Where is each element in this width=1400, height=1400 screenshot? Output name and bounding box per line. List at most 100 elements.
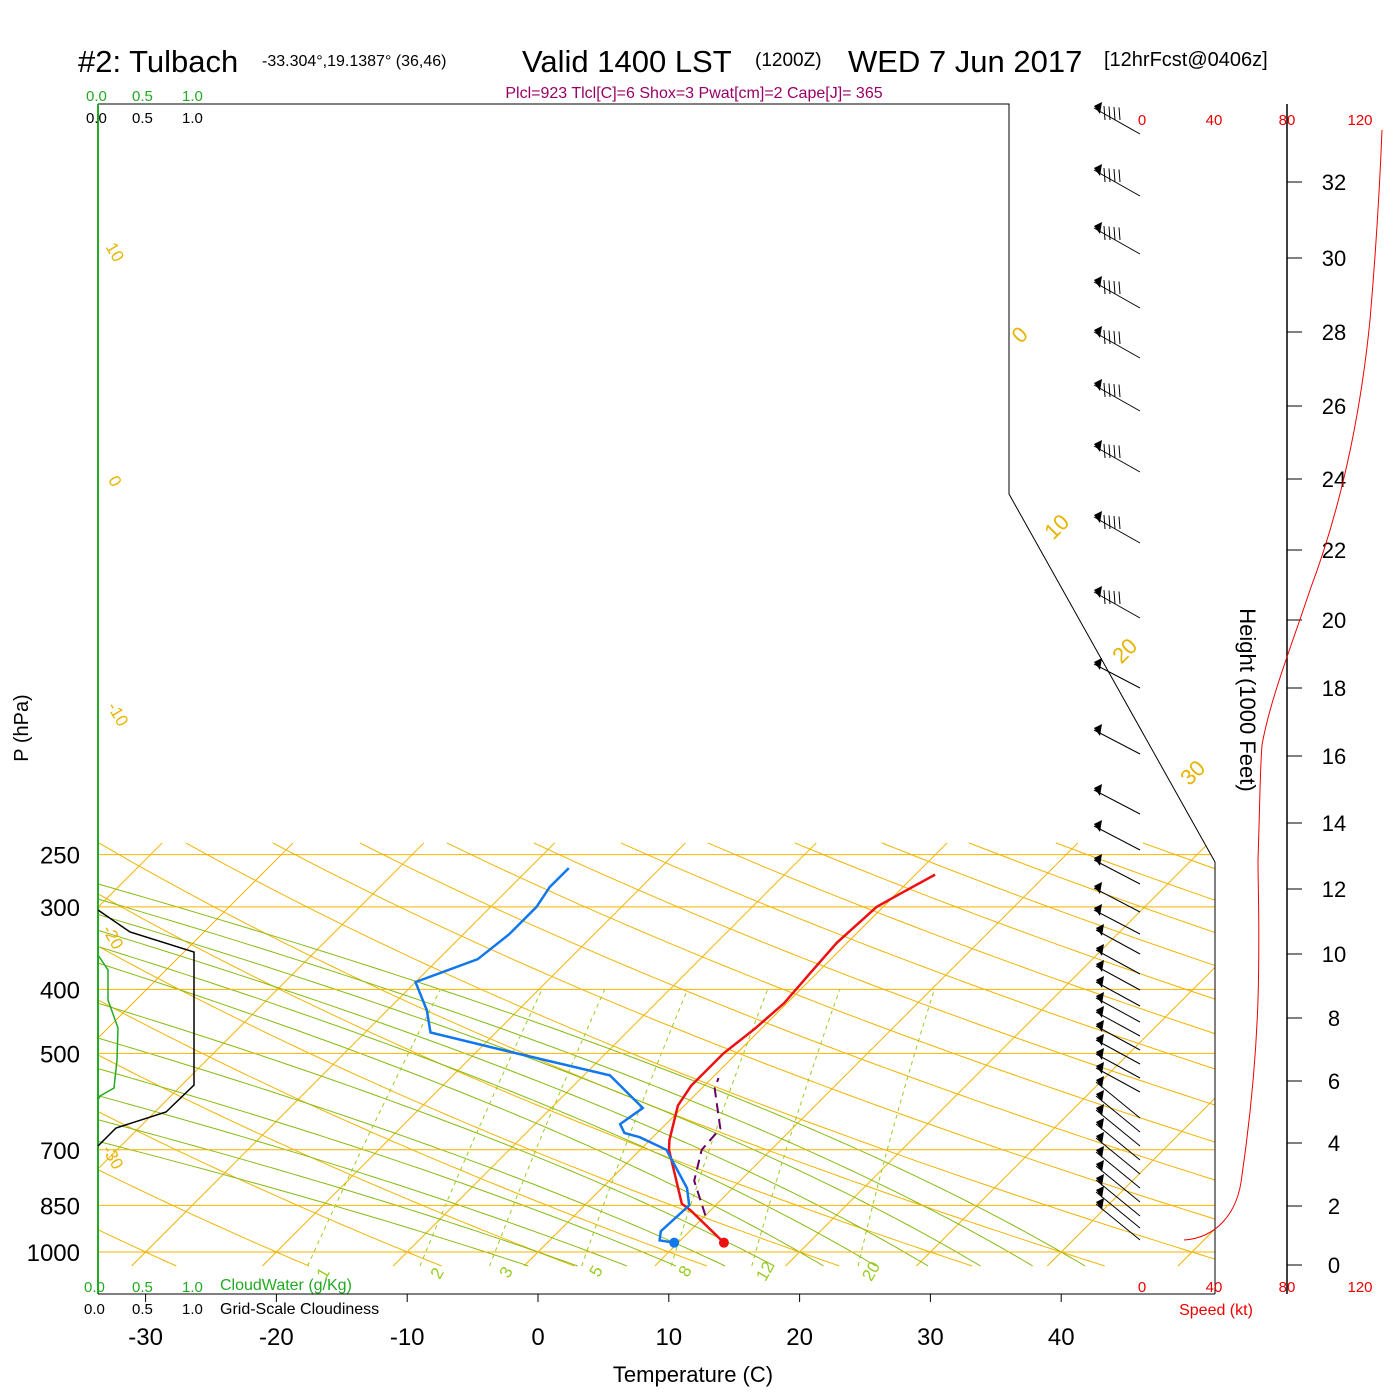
plot-frame [97, 103, 1216, 1294]
wind-barb-tick [1113, 590, 1116, 605]
dry-adiabat [446, 842, 1215, 1267]
dewpoint-line [413, 867, 691, 1244]
x-tick-label: -20 [259, 1324, 294, 1351]
moist-adiabat [98, 842, 824, 1267]
forecast-date: WED 7 Jun 2017 [848, 44, 1082, 79]
moist-adiabat [98, 842, 775, 1267]
wind-barb-tick [1118, 107, 1121, 121]
cloudwater-tick-0: 0.0 [86, 88, 107, 105]
isotherm-line [131, 842, 556, 1267]
wind-barb-tick [1113, 515, 1116, 530]
height-tick-label: 10 [1322, 942, 1346, 967]
wind-barb-tick [1103, 279, 1106, 295]
wind-barb-staff [1093, 169, 1141, 197]
dry-adiabat [98, 842, 177, 1267]
mixing-ratio-label: 12 [752, 1258, 778, 1284]
isotherm-label: 10 [102, 239, 128, 265]
height-tick-label: 32 [1322, 170, 1346, 195]
wind-barb-tick [1108, 280, 1111, 295]
wind-barb-flag [1094, 882, 1102, 894]
speed-tick-bottom-3: 120 [1347, 1279, 1372, 1296]
wind-barb-tick [1108, 330, 1111, 345]
wind-barb-flag [1096, 1076, 1104, 1088]
wind-barb-flag [1096, 1146, 1104, 1158]
wind-barb-flag [1096, 1104, 1104, 1116]
pressure-tick-label: 250 [40, 843, 80, 870]
wind-barb-tick [1118, 331, 1121, 345]
speed-axis-label: Speed (kt) [1179, 1302, 1253, 1319]
wind-barb-flag [1096, 1048, 1104, 1060]
zulu-time: (1200Z) [755, 50, 822, 71]
height-tick-label: 30 [1322, 246, 1346, 271]
wind-barb-flag [1096, 1090, 1104, 1102]
dry-adiabat [98, 842, 707, 1267]
wind-barb-flag [1096, 1132, 1104, 1144]
mixing-ratio-label: 20 [858, 1258, 884, 1284]
x-tick-label: 0 [531, 1324, 544, 1351]
wind-barb-staff [1095, 1053, 1141, 1079]
wind-barb-tick [1118, 227, 1121, 241]
mixing-ratio-line [419, 989, 543, 1267]
speed-tick-bottom-2: 80 [1279, 1279, 1296, 1296]
valid-time: Valid 1400 LST [522, 44, 732, 79]
x-tick-label: -30 [128, 1324, 163, 1351]
height-tick-label: 6 [1328, 1069, 1340, 1094]
station-title: #2: Tulbach [78, 44, 238, 79]
wind-barb-tick [1108, 590, 1111, 605]
wind-barb-staff [1095, 1191, 1141, 1229]
wind-barb-staff [1093, 909, 1141, 935]
wind-barb-flag [1096, 1198, 1104, 1210]
wind-barb-flag [1096, 924, 1104, 936]
dewpoint-surface-point [669, 1237, 680, 1248]
dry-adiabat [98, 842, 973, 1267]
dry-adiabat [794, 842, 1215, 1267]
moist-adiabat [98, 842, 677, 1267]
isotherm-line [654, 842, 1079, 1267]
mixing-ratio-label: 5 [586, 1262, 607, 1280]
cloudwater-tick-bottom-2: 1.0 [182, 1279, 203, 1296]
wind-barb-tick [1113, 106, 1116, 121]
isotherm-line [98, 842, 294, 1267]
isotherm-label: 30 [1175, 755, 1210, 790]
wind-barb-staff [1095, 1165, 1141, 1203]
dry-adiabat [98, 842, 310, 1267]
dry-adiabat [1055, 842, 1215, 1267]
cloudiness-tick-bottom-2: 1.0 [182, 1301, 203, 1318]
wind-barb-tick [1103, 329, 1106, 345]
diagram-background [98, 842, 1215, 1267]
dry-adiabat [185, 842, 1215, 1267]
height-tick-label: 0 [1328, 1253, 1340, 1278]
wind-barb-staff [1093, 859, 1141, 885]
mixing-ratio-line [489, 989, 606, 1267]
moist-adiabat [98, 842, 981, 1267]
cloudiness-tick-0: 0.0 [86, 110, 107, 127]
isotherm-label: -10 [103, 699, 132, 730]
mixing-ratio-label: 2 [427, 1264, 448, 1282]
isotherm-line [98, 842, 425, 1267]
moist-adiabat [98, 842, 877, 1267]
cloudwater-profile [97, 954, 119, 1101]
speed-tick-bottom-1: 40 [1206, 1279, 1223, 1296]
mixing-ratio-label: 8 [675, 1262, 696, 1280]
speed-tick-top-2: 80 [1279, 112, 1296, 129]
cloudwater-tick-1: 0.5 [132, 88, 153, 105]
wind-barb-tick [1113, 444, 1116, 459]
wind-barb-flag [1096, 1174, 1104, 1186]
isotherm-label: 10 [1039, 509, 1074, 544]
height-tick-label: 14 [1322, 811, 1346, 836]
height-tick-label: 20 [1322, 608, 1346, 633]
mixing-ratio-line [307, 989, 441, 1267]
isotherm-line [98, 842, 163, 1267]
x-tick-label: -10 [390, 1324, 425, 1351]
wind-barb-staff [1093, 591, 1141, 619]
wind-barb-flag [1094, 854, 1102, 866]
pressure-tick-label: 1000 [27, 1240, 80, 1267]
pressure-tick-label: 400 [40, 977, 80, 1004]
x-tick-label: 40 [1048, 1324, 1075, 1351]
parcel-line [693, 1077, 722, 1216]
wind-barb-tick [1118, 516, 1121, 530]
wind-barb-staff [1095, 1067, 1141, 1093]
wind-barb-flag [1094, 658, 1102, 670]
wind-barb-flag [1094, 164, 1102, 176]
